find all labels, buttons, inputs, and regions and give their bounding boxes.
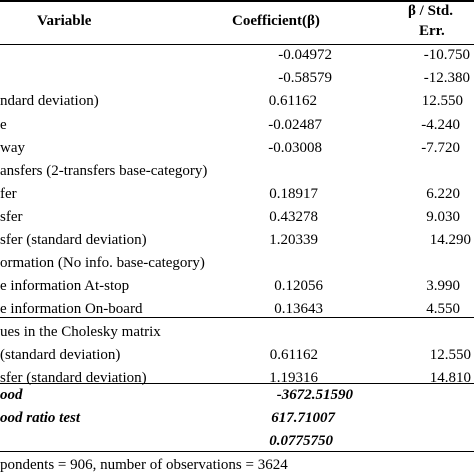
header-ratio-line2: Err. [419,23,445,39]
row-coefficient: 0.43278 [269,209,318,225]
row-ratio: 12.550 [421,93,463,109]
header-rule [0,44,474,45]
row-label: sfer (standard deviation) [0,370,147,386]
row-coefficient: 0.18917 [269,186,318,202]
stat-value: 617.71007 [271,410,335,426]
row-coefficient: -0.04972 [278,47,332,63]
row-label: e information At-stop [0,278,130,294]
header-ratio-line1: β / Std. [408,3,453,19]
row-label: sfer [0,209,23,225]
top-rule [0,0,474,2]
row-label: ndard deviation) [0,93,99,109]
row-coefficient: 0.61162 [268,93,317,109]
stat-label: ood [0,387,23,403]
stats-rule [0,383,474,384]
row-ratio: 12.550 [429,347,471,363]
row-coefficient: -0.03008 [268,140,322,156]
row-ratio: 9.030 [426,209,460,225]
row-label: ues in the Cholesky matrix [0,324,161,340]
row-coefficient: -0.58579 [278,70,332,86]
row-label: ansfers (2-transfers base-category) [0,163,208,179]
row-ratio: 14.810 [429,370,471,386]
header-coefficient: Coefficient(β) [232,13,320,29]
row-ratio: -7.720 [421,140,460,156]
row-ratio: 3.990 [426,278,460,294]
row-coefficient: 0.12056 [274,278,323,294]
row-ratio: 14.290 [429,232,471,248]
row-coefficient: 1.20339 [269,232,318,248]
row-label: ormation (No info. base-category) [0,255,205,271]
row-ratio: 4.550 [426,301,460,317]
row-label: way [0,140,25,156]
stat-value: 0.0775750 [269,433,333,449]
stat-value: -3672.51590 [276,387,353,403]
row-label: (standard deviation) [0,347,121,363]
row-ratio: -4.240 [421,117,460,133]
row-label: fer [0,186,17,202]
row-coefficient: 1.19316 [269,370,318,386]
footnote: pondents = 906, number of observations =… [0,457,288,473]
stat-label: ood ratio test [0,410,81,426]
header-variable: Variable [37,13,92,29]
row-label: e information On-board [0,301,143,317]
row-ratio: -12.380 [423,70,470,86]
bottom-rule [0,451,474,452]
row-label: sfer (standard deviation) [0,232,147,248]
section-rule [0,317,474,318]
row-coefficient: 0.13643 [274,301,323,317]
row-coefficient: 0.61162 [269,347,318,363]
row-label: e [0,117,7,133]
row-ratio: -10.750 [423,47,470,63]
row-coefficient: -0.02487 [268,117,322,133]
row-ratio: 6.220 [426,186,460,202]
